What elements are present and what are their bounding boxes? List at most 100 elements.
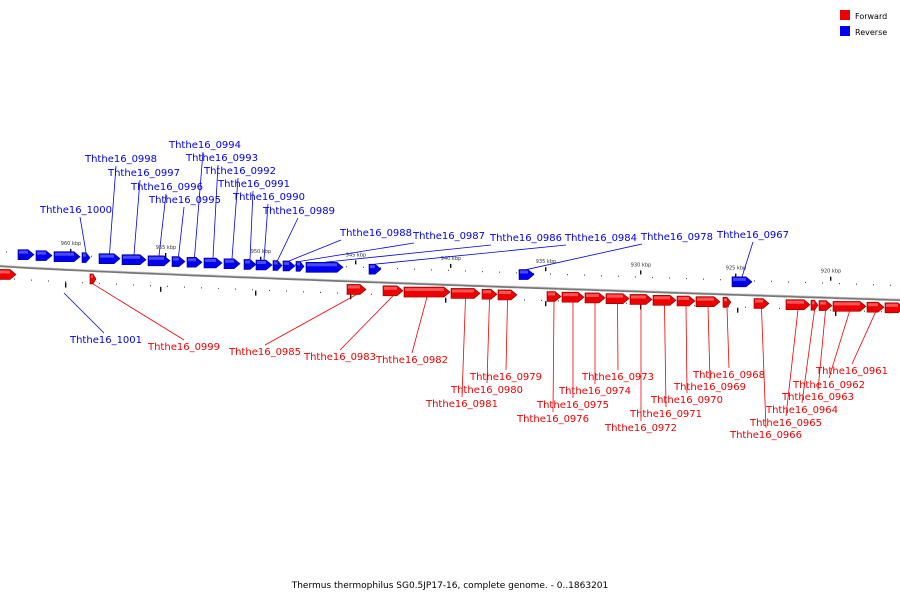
gene-label-ththe16-0981[interactable]: Ththe16_0981 (425, 298, 498, 410)
gene-label-text[interactable]: Ththe16_0987 (412, 231, 485, 242)
gene-label-text[interactable]: Ththe16_0975 (536, 400, 609, 411)
gene-label-ththe16-0969[interactable]: Ththe16_0969 (673, 306, 746, 393)
gene-label-ththe16-0980[interactable]: Ththe16_0980 (450, 299, 523, 396)
forward-gene-arrow[interactable] (676, 295, 696, 307)
forward-gene-arrow[interactable] (884, 302, 900, 314)
gene-label-text[interactable]: Ththe16_0963 (781, 392, 854, 403)
gene-label-ththe16-0965[interactable]: Ththe16_0965 (749, 309, 822, 429)
gene-label-text[interactable]: Ththe16_0969 (673, 382, 746, 393)
forward-gene-arrow[interactable] (652, 294, 677, 306)
gene-label-ththe16-0997[interactable]: Ththe16_0997 (107, 168, 180, 255)
gene-label-text[interactable]: Ththe16_0961 (815, 366, 888, 377)
forward-gene-arrow[interactable] (832, 301, 867, 312)
gene-label-text[interactable]: Ththe16_0978 (640, 232, 713, 243)
gene-label-ththe16-0975[interactable]: Ththe16_0975 (536, 302, 609, 411)
gene-label-text[interactable]: Ththe16_0998 (84, 154, 157, 165)
gene-label-ththe16-0979[interactable]: Ththe16_0979 (469, 299, 542, 383)
gene-label-ththe16-0968[interactable]: Ththe16_0968 (692, 307, 765, 381)
gene-label-text[interactable]: Ththe16_0967 (716, 230, 789, 241)
gene-label-ththe16-0994[interactable]: Ththe16_0994 (168, 140, 241, 258)
gene-label-text[interactable]: Ththe16_0999 (147, 342, 220, 353)
gene-label-ththe16-0964[interactable]: Ththe16_0964 (765, 310, 838, 416)
reverse-gene-arrow[interactable] (186, 256, 203, 268)
forward-gene-arrow[interactable] (866, 301, 885, 313)
gene-label-text[interactable]: Ththe16_0983 (303, 352, 376, 363)
gene-label-text[interactable]: Ththe16_0973 (581, 372, 654, 383)
gene-label-text[interactable]: Ththe16_0994 (168, 140, 241, 151)
gene-label-ththe16-0983[interactable]: Ththe16_0983 (303, 295, 394, 363)
gene-label-text[interactable]: Ththe16_0966 (729, 430, 802, 441)
reverse-gene-arrow[interactable] (147, 255, 171, 267)
reverse-gene-arrow[interactable] (272, 260, 283, 271)
gene-label-ththe16-0991[interactable]: Ththe16_0991 (217, 179, 290, 260)
forward-gene-arrow[interactable] (481, 288, 498, 300)
gene-label-ththe16-0984[interactable]: Ththe16_0984 (374, 233, 637, 265)
gene-label-ththe16-0998[interactable]: Ththe16_0998 (84, 154, 157, 254)
gene-label-text[interactable]: Ththe16_0992 (203, 166, 276, 177)
reverse-gene-arrow[interactable] (171, 256, 186, 267)
reverse-gene-arrow[interactable] (282, 260, 296, 272)
forward-gene-arrow[interactable] (450, 288, 481, 299)
gene-label-text[interactable]: Ththe16_0971 (629, 409, 702, 420)
gene-label-text[interactable]: Ththe16_0997 (107, 168, 180, 179)
gene-label-text[interactable]: Ththe16_0995 (148, 195, 221, 206)
forward-gene-arrow[interactable] (546, 291, 562, 302)
gene-label-ththe16-0966[interactable]: Ththe16_0966 (729, 308, 802, 441)
reverse-gene-arrow[interactable] (255, 259, 273, 271)
forward-gene-arrow[interactable] (605, 293, 630, 304)
forward-gene-arrow[interactable] (584, 292, 606, 304)
gene-label-ththe16-0996[interactable]: Ththe16_0996 (130, 182, 203, 256)
gene-label-text[interactable]: Ththe16_0990 (232, 192, 305, 203)
forward-gene-arrow[interactable] (785, 299, 811, 310)
gene-label-text[interactable]: Ththe16_0981 (425, 399, 498, 410)
forward-gene-arrow[interactable] (561, 291, 585, 303)
gene-label-text[interactable]: Ththe16_1001 (69, 335, 142, 346)
gene-label-ththe16-0967[interactable]: Ththe16_0967 (716, 230, 789, 277)
reverse-gene-arrow[interactable] (121, 254, 147, 266)
gene-label-ththe16-0976[interactable]: Ththe16_0976 (516, 301, 589, 425)
reverse-gene-arrow[interactable] (305, 261, 344, 273)
forward-gene-arrow[interactable] (89, 273, 97, 285)
gene-label-text[interactable]: Ththe16_0993 (185, 153, 258, 164)
gene-label-text[interactable]: Ththe16_0965 (749, 418, 822, 429)
gene-label-ththe16-0961[interactable]: Ththe16_0961 (815, 312, 888, 377)
reverse-gene-arrow[interactable] (295, 261, 305, 272)
gene-label-text[interactable]: Ththe16_0979 (469, 372, 542, 383)
gene-label-text[interactable]: Ththe16_0976 (516, 414, 589, 425)
gene-label-ththe16-1001[interactable]: Ththe16_1001 (63, 292, 142, 346)
gene-label-ththe16-0971[interactable]: Ththe16_0971 (629, 305, 702, 420)
gene-label-text[interactable]: Ththe16_0984 (564, 233, 637, 244)
gene-label-ththe16-0986[interactable]: Ththe16_0986 (324, 233, 563, 263)
gene-label-text[interactable]: Ththe16_0986 (489, 233, 562, 244)
gene-label-ththe16-0988[interactable]: Ththe16_0988 (288, 228, 412, 262)
reverse-gene-arrow[interactable] (53, 251, 81, 263)
gene-label-text[interactable]: Ththe16_0980 (450, 385, 523, 396)
gene-label-ththe16-0972[interactable]: Ththe16_0972 (604, 304, 677, 434)
forward-gene-arrow[interactable] (722, 297, 732, 308)
forward-gene-arrow[interactable] (497, 289, 518, 301)
gene-label-text[interactable]: Ththe16_1000 (39, 205, 112, 216)
gene-label-ththe16-0990[interactable]: Ththe16_0990 (232, 192, 305, 261)
gene-label-ththe16-0982[interactable]: Ththe16_0982 (375, 296, 448, 366)
gene-label-text[interactable]: Ththe16_0964 (765, 405, 838, 416)
gene-label-ththe16-0985[interactable]: Ththe16_0985 (228, 294, 357, 358)
gene-label-ththe16-0993[interactable]: Ththe16_0993 (185, 153, 258, 259)
reverse-gene-arrow[interactable] (17, 249, 35, 260)
forward-gene-arrow[interactable] (818, 300, 833, 311)
forward-gene-arrow[interactable] (403, 286, 451, 298)
forward-gene-arrow[interactable] (382, 285, 404, 297)
reverse-gene-arrow[interactable] (368, 263, 382, 275)
forward-gene-arrow[interactable] (753, 298, 770, 309)
forward-gene-arrow[interactable] (346, 284, 367, 295)
gene-label-text[interactable]: Ththe16_0982 (375, 355, 448, 366)
gene-label-text[interactable]: Ththe16_0996 (130, 182, 203, 193)
gene-label-ththe16-0963[interactable]: Ththe16_0963 (781, 310, 854, 403)
reverse-gene-arrow[interactable] (243, 259, 257, 270)
gene-label-ththe16-1000[interactable]: Ththe16_1000 (39, 205, 112, 253)
reverse-gene-arrow[interactable] (731, 276, 753, 288)
gene-label-ththe16-0962[interactable]: Ththe16_0962 (792, 311, 865, 391)
reverse-gene-arrow[interactable] (35, 250, 53, 261)
gene-label-ththe16-0999[interactable]: Ththe16_0999 (92, 283, 220, 353)
reverse-gene-arrow[interactable] (203, 257, 223, 269)
reverse-gene-arrow[interactable] (223, 258, 241, 270)
